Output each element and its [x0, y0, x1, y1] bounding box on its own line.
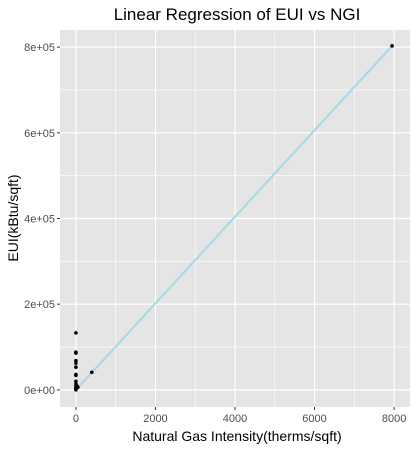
x-axis: 0 2000 4000 6000 8000 [73, 407, 406, 425]
y-axis-label: EUI(kBtu/sqft) [5, 174, 21, 261]
data-point [390, 44, 394, 48]
chart-title: Linear Regression of EUI vs NGI [114, 5, 361, 24]
data-point [76, 385, 80, 390]
regression-line [75, 45, 393, 391]
x-tick-label: 2000 [143, 413, 167, 425]
x-tick-label: 0 [73, 413, 79, 425]
y-tick-label: 4e+05 [24, 214, 55, 226]
y-tick-label: 0e+00 [24, 385, 55, 397]
data-point [74, 373, 78, 378]
y-axis: 0e+00 2e+05 4e+05 6e+05 8e+05 [24, 42, 60, 397]
data-point [74, 388, 78, 392]
x-axis-label: Natural Gas Intensity(therms/sqft) [132, 428, 341, 444]
data-point [74, 351, 78, 355]
y-tick-label: 2e+05 [24, 299, 55, 311]
grid-lines [60, 30, 410, 407]
data-point [74, 358, 78, 363]
y-tick-label: 6e+05 [24, 128, 55, 140]
x-tick-label: 4000 [223, 413, 247, 425]
data-points [74, 44, 394, 392]
x-tick-label: 6000 [302, 413, 326, 425]
data-point [74, 379, 78, 384]
regression-line-group [75, 45, 393, 391]
data-point [74, 365, 78, 369]
data-point [74, 361, 78, 366]
data-point [90, 370, 94, 375]
x-tick-label: 8000 [382, 413, 406, 425]
y-tick-label: 8e+05 [24, 42, 55, 54]
data-point [74, 331, 78, 335]
